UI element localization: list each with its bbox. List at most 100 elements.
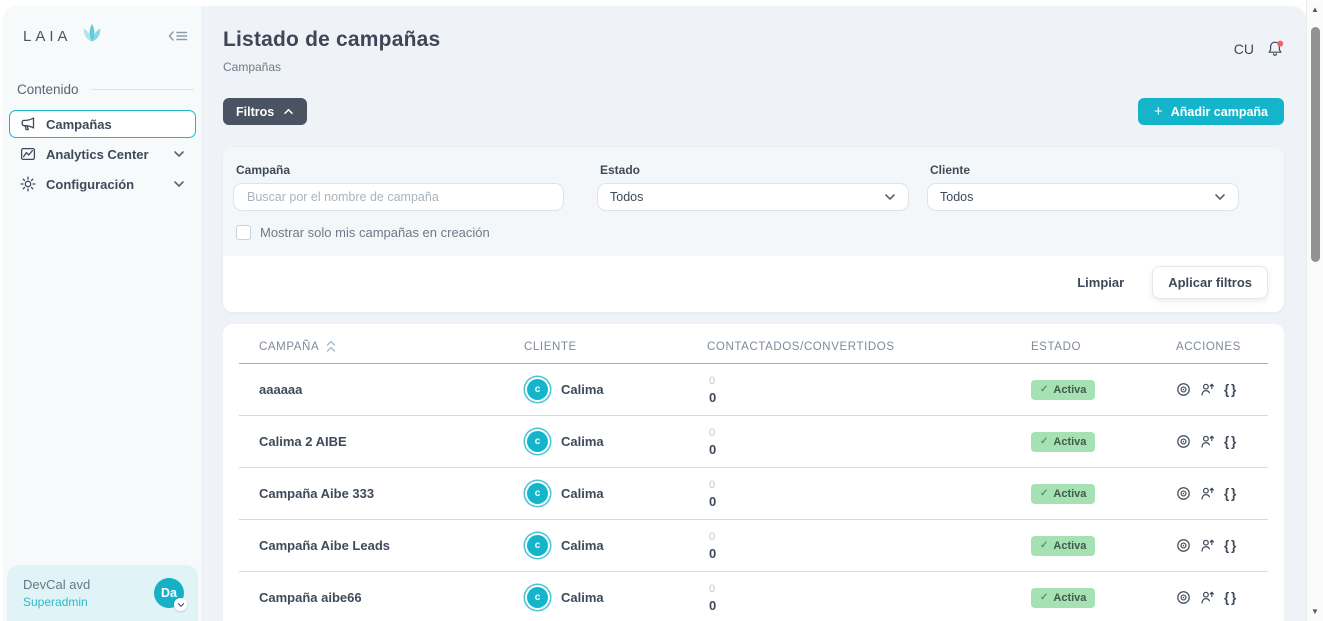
filters-button[interactable]: Filtros (223, 98, 308, 125)
filter-field-estado: Estado Todos (597, 163, 909, 211)
scrollbar-down-arrow[interactable]: ▼ (1311, 607, 1319, 616)
export-users-icon[interactable] (1200, 382, 1215, 397)
sidebar-collapse-icon[interactable] (168, 29, 188, 43)
sidebar-user-card[interactable]: DevCal avd Superadmin Da (7, 565, 198, 621)
main-header: Listado de campañas Campañas CU (223, 28, 1284, 74)
logo-text: LAIA (23, 27, 72, 45)
breadcrumb: Campañas (223, 60, 282, 74)
code-braces-icon[interactable]: { } (1224, 590, 1236, 605)
view-icon[interactable] (1176, 590, 1191, 605)
contacted-value: 0 (709, 530, 716, 543)
converted-value: 0 (709, 389, 717, 405)
table-header-row: CAMPAÑA CLIENTE CONTACTADOS/CONVERTIDOS … (239, 330, 1268, 364)
campaign-name: Campaña Aibe 333 (259, 486, 375, 501)
avatar[interactable]: Da (154, 578, 187, 611)
filter-card: Campaña Estado Todos Cliente (223, 147, 1284, 312)
app-frame: LAIA Contenido (3, 6, 1306, 621)
code-braces-icon[interactable]: { } (1224, 382, 1236, 397)
table-row: aaaaaa c Calima 0 0 ✓ Activa { } (239, 364, 1268, 416)
section-divider (90, 89, 194, 90)
actions-cell: { } (1176, 434, 1268, 449)
scrollbar-up-arrow[interactable]: ▲ (1311, 5, 1319, 14)
client-name: Calima (561, 486, 604, 501)
status-badge: ✓ Activa (1031, 379, 1096, 400)
checkbox-row: Mostrar solo mis campañas en creación (233, 225, 1272, 240)
status-badge: ✓ Activa (1031, 483, 1096, 504)
user-role: Superadmin (23, 595, 88, 609)
view-icon[interactable] (1176, 538, 1191, 553)
column-header-contactados: CONTACTADOS/CONVERTIDOS (707, 340, 895, 353)
estado-select[interactable]: Todos (597, 183, 909, 211)
filter-footer: Limpiar Aplicar filtros (223, 256, 1284, 312)
code-braces-icon[interactable]: { } (1224, 434, 1236, 449)
creation-checkbox-label: Mostrar solo mis campañas en creación (260, 225, 490, 240)
converted-value: 0 (709, 545, 717, 561)
scrollbar-thumb[interactable] (1311, 27, 1320, 262)
code-braces-icon[interactable]: { } (1224, 538, 1236, 553)
status-badge: ✓ Activa (1031, 535, 1096, 556)
client-name: Calima (561, 434, 604, 449)
apply-filters-button[interactable]: Aplicar filtros (1152, 266, 1268, 299)
view-icon[interactable] (1176, 382, 1191, 397)
actions-cell: { } (1176, 590, 1268, 605)
cliente-filter-label: Cliente (930, 163, 971, 177)
section-label: Contenido (17, 82, 79, 97)
header-right: CU (1234, 40, 1284, 57)
sidebar-item-configuracion[interactable]: Configuración (9, 170, 196, 198)
export-users-icon[interactable] (1200, 538, 1215, 553)
contacted-value: 0 (709, 582, 716, 595)
campaign-filter-label: Campaña (236, 163, 291, 177)
actions-cell: { } (1176, 538, 1268, 553)
contact-cell: 0 0 (707, 427, 1031, 457)
campaigns-table: CAMPAÑA CLIENTE CONTACTADOS/CONVERTIDOS … (223, 324, 1284, 621)
sort-icon[interactable] (326, 340, 336, 353)
creation-checkbox[interactable] (236, 225, 251, 240)
filters-button-label: Filtros (236, 104, 275, 119)
view-icon[interactable] (1176, 486, 1191, 501)
lotus-logo-icon (76, 22, 108, 50)
campaign-name: Campaña aibe66 (259, 590, 362, 605)
notification-dot (1277, 40, 1284, 47)
user-info: DevCal avd Superadmin (23, 577, 90, 609)
bell-icon[interactable] (1266, 40, 1284, 57)
cliente-select[interactable]: Todos (927, 183, 1239, 211)
estado-select-value: Todos (610, 190, 644, 204)
campaign-name: Calima 2 AIBE (259, 434, 347, 449)
add-campaign-button[interactable]: + Añadir campaña (1137, 98, 1284, 125)
filter-panel: Campaña Estado Todos Cliente (223, 147, 1284, 256)
client-cell: c Calima (524, 535, 707, 556)
table-row: Campaña aibe66 c Calima 0 0 ✓ Activa { } (239, 572, 1268, 621)
export-users-icon[interactable] (1200, 486, 1215, 501)
client-cell: c Calima (524, 483, 707, 504)
status-cell: ✓ Activa (1031, 431, 1176, 452)
client-name: Calima (561, 538, 604, 553)
status-cell: ✓ Activa (1031, 379, 1176, 400)
analytics-icon (20, 146, 36, 162)
gear-icon (20, 176, 36, 192)
client-avatar: c (527, 483, 548, 504)
cliente-select-value: Todos (940, 190, 974, 204)
actions-cell: { } (1176, 382, 1268, 397)
status-badge: ✓ Activa (1031, 587, 1096, 608)
code-braces-icon[interactable]: { } (1224, 486, 1236, 501)
sidebar-item-campanas[interactable]: Campañas (9, 110, 196, 138)
view-icon[interactable] (1176, 434, 1191, 449)
logo-row: LAIA (3, 6, 202, 50)
client-avatar: c (527, 379, 548, 400)
clear-filters-button[interactable]: Limpiar (1077, 275, 1125, 290)
client-name: Calima (561, 382, 604, 397)
client-avatar: c (527, 431, 548, 452)
export-users-icon[interactable] (1200, 590, 1215, 605)
export-users-icon[interactable] (1200, 434, 1215, 449)
converted-value: 0 (709, 493, 717, 509)
campaign-search-input[interactable] (233, 183, 564, 211)
column-header-campana[interactable]: CAMPAÑA (259, 340, 524, 353)
estado-filter-label: Estado (600, 163, 641, 177)
filter-field-cliente: Cliente Todos (927, 163, 1239, 211)
client-name: Calima (561, 590, 604, 605)
check-icon: ✓ (1040, 488, 1049, 500)
header-user-initials[interactable]: CU (1233, 40, 1254, 57)
sidebar-section: Contenido (3, 82, 202, 97)
sidebar-item-analytics-center[interactable]: Analytics Center (9, 140, 196, 168)
toolbar: Filtros + Añadir campaña (223, 98, 1284, 125)
